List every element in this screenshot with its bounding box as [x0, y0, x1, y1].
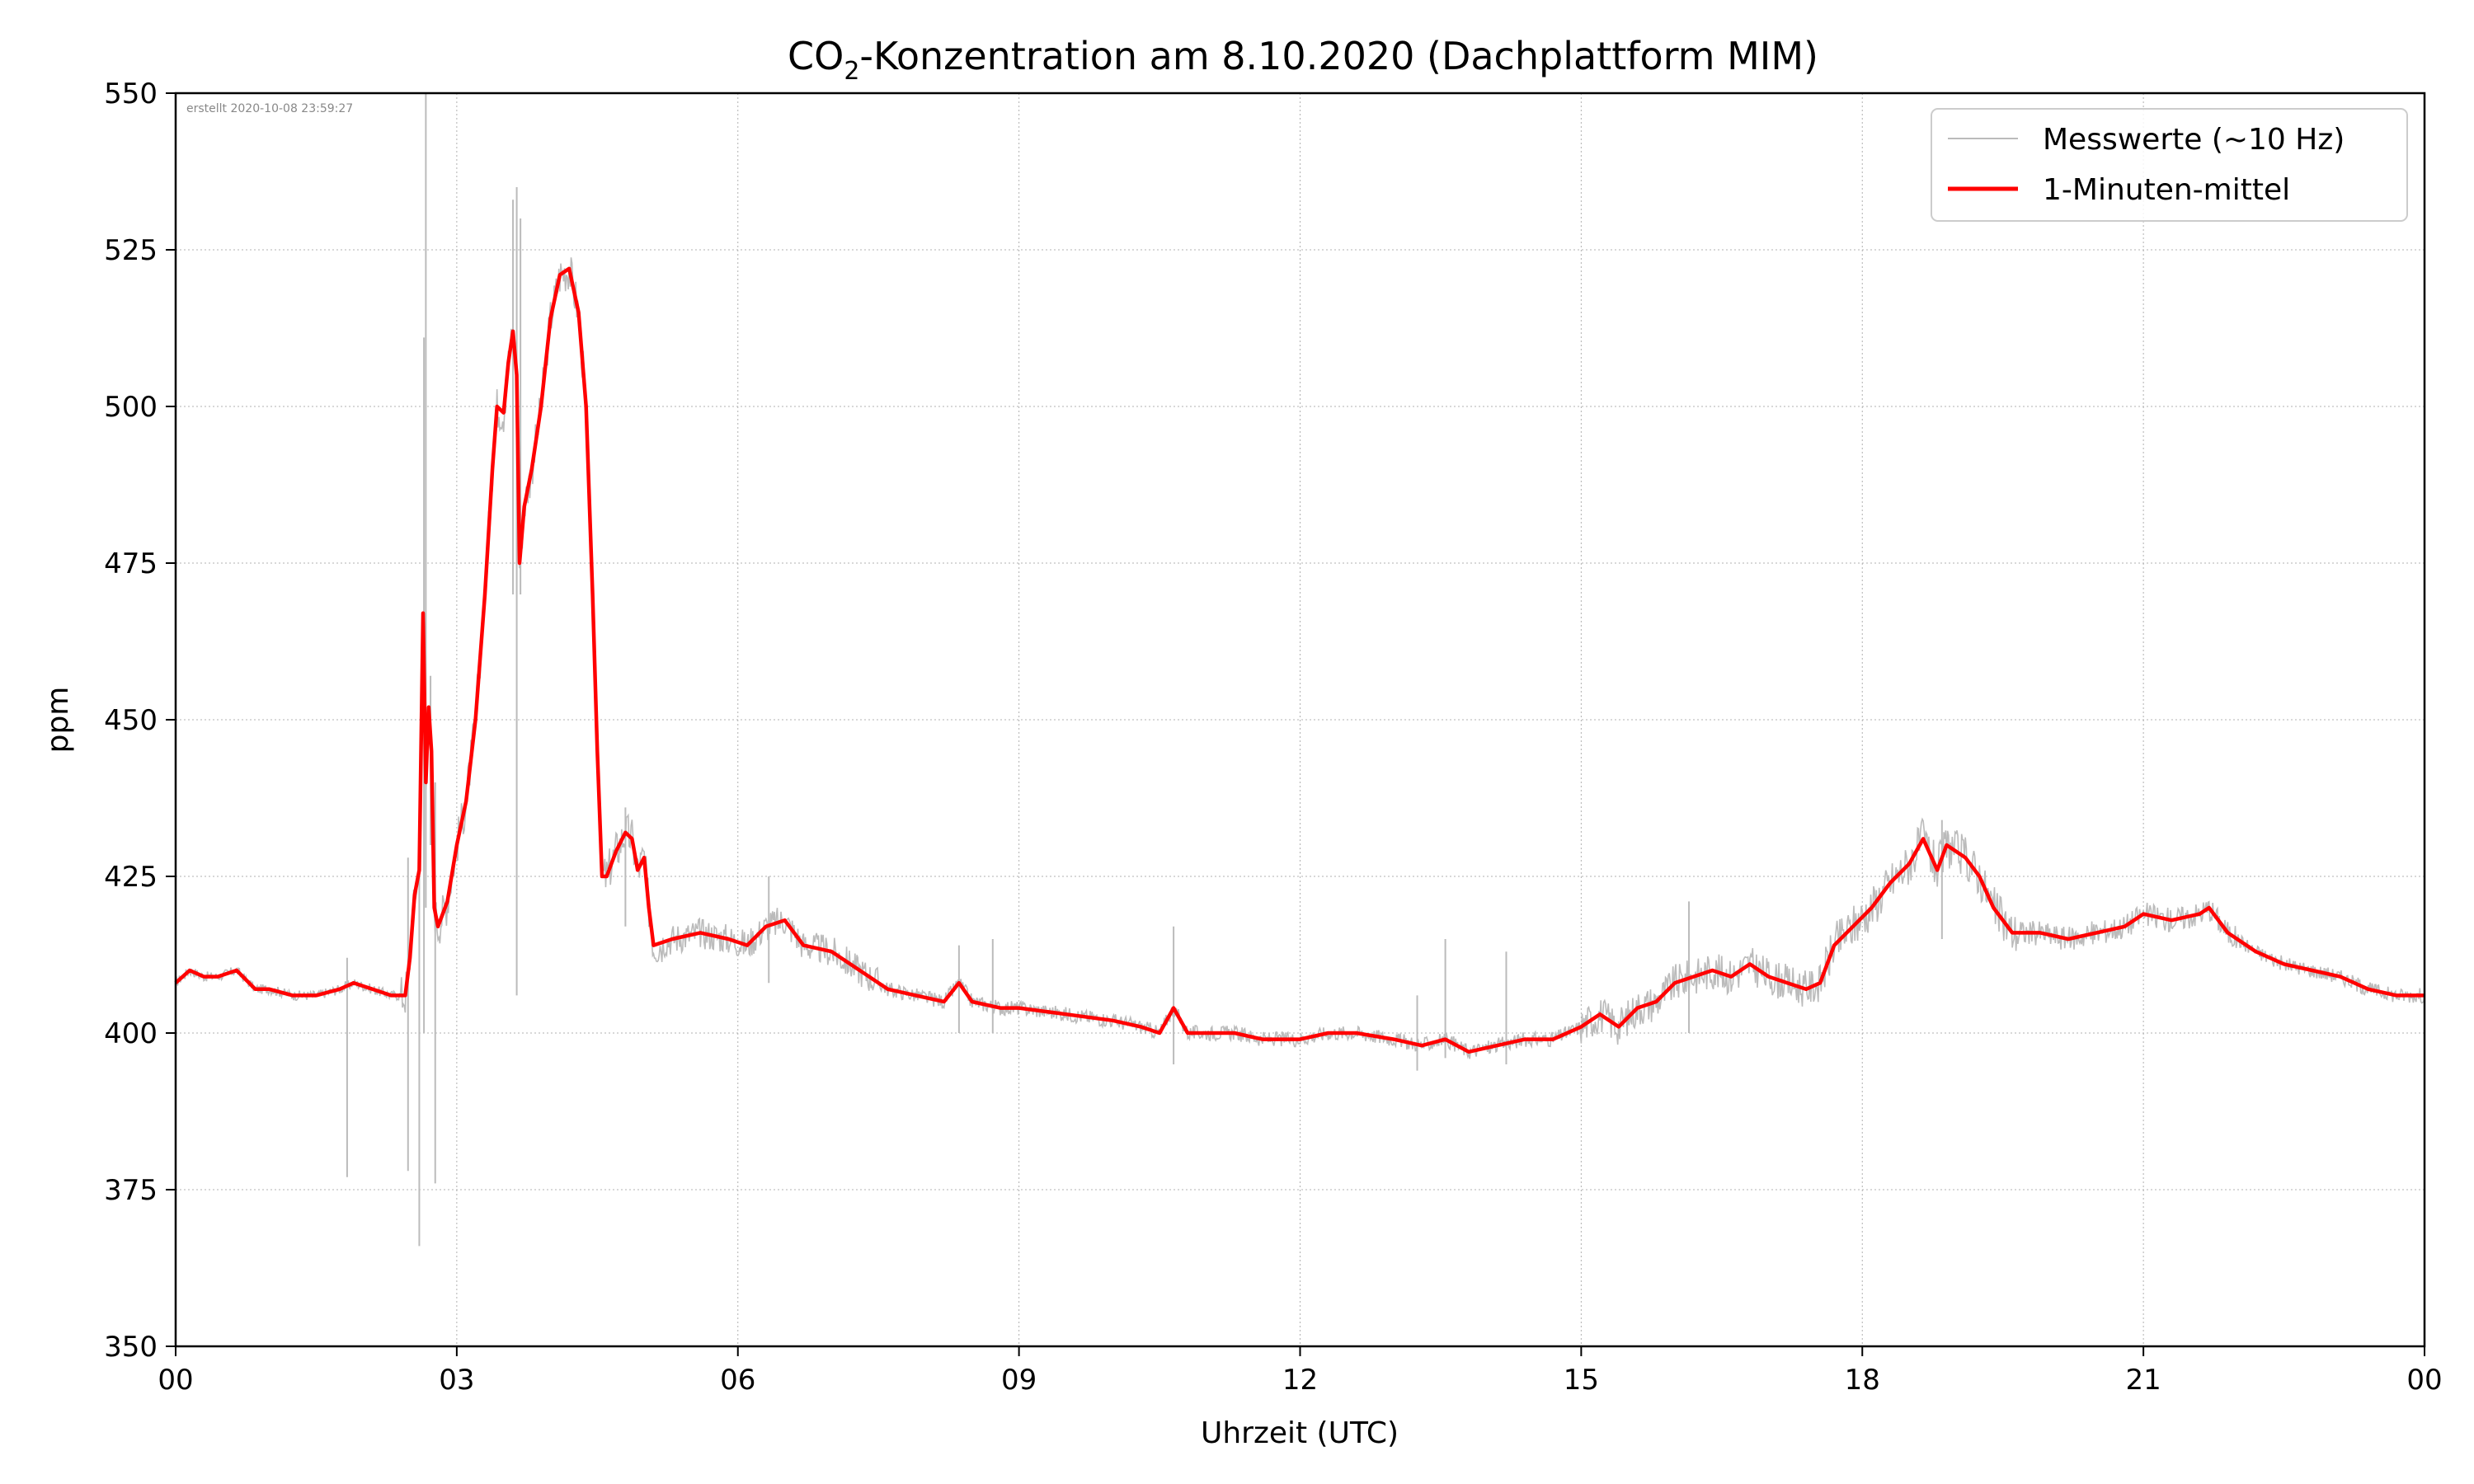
x-tick-label: 03 — [439, 1364, 474, 1397]
y-tick-label: 450 — [104, 704, 158, 737]
x-axis-ticks: 00 03 06 09 12 15 18 21 00 — [158, 1346, 2443, 1397]
y-tick-label: 500 — [104, 391, 158, 424]
y-tick-label: 350 — [104, 1331, 158, 1364]
x-axis-title: Uhrzeit (UTC) — [1201, 1416, 1399, 1450]
x-tick-label: 18 — [1845, 1364, 1880, 1397]
x-tick-label: 15 — [1564, 1364, 1599, 1397]
creation-stamp: erstellt 2020-10-08 23:59:27 — [186, 102, 353, 115]
x-tick-label: 09 — [1001, 1364, 1037, 1397]
y-tick-label: 375 — [104, 1174, 158, 1207]
chart-title: CO2-Konzentration am 8.10.2020 (Dachplat… — [788, 34, 1818, 86]
x-tick-label: 21 — [2125, 1364, 2161, 1397]
x-tick-label: 12 — [1282, 1364, 1318, 1397]
chart-title-prefix: CO — [788, 34, 844, 78]
y-tick-label: 525 — [104, 234, 158, 267]
one-minute-mean-series — [174, 266, 2425, 1054]
legend-label-raw: Messwerte (~10 Hz) — [2043, 123, 2345, 157]
x-tick-label: 00 — [2406, 1364, 2442, 1397]
legend-box — [1931, 108, 2408, 222]
legend-label-mean: 1-Minuten-mittel — [2043, 173, 2290, 207]
y-tick-label: 475 — [104, 547, 158, 580]
x-tick-label: 06 — [720, 1364, 755, 1397]
y-axis-title: ppm — [41, 687, 75, 754]
y-tick-label: 425 — [104, 861, 158, 894]
legend: Messwerte (~10 Hz) 1-Minuten-mittel — [1931, 108, 2408, 222]
chart-title-subscript: 2 — [844, 57, 859, 86]
y-tick-label: 550 — [104, 77, 158, 110]
y-axis-ticks: 350 375 400 425 450 475 500 525 550 — [104, 77, 176, 1364]
chart-title-suffix: -Konzentration am 8.10.2020 (Dachplattfo… — [859, 34, 1818, 78]
mean-line — [174, 266, 2425, 1054]
y-tick-label: 400 — [104, 1017, 158, 1050]
raw-measurement-line — [175, 257, 2425, 1059]
x-tick-label: 00 — [158, 1364, 193, 1397]
